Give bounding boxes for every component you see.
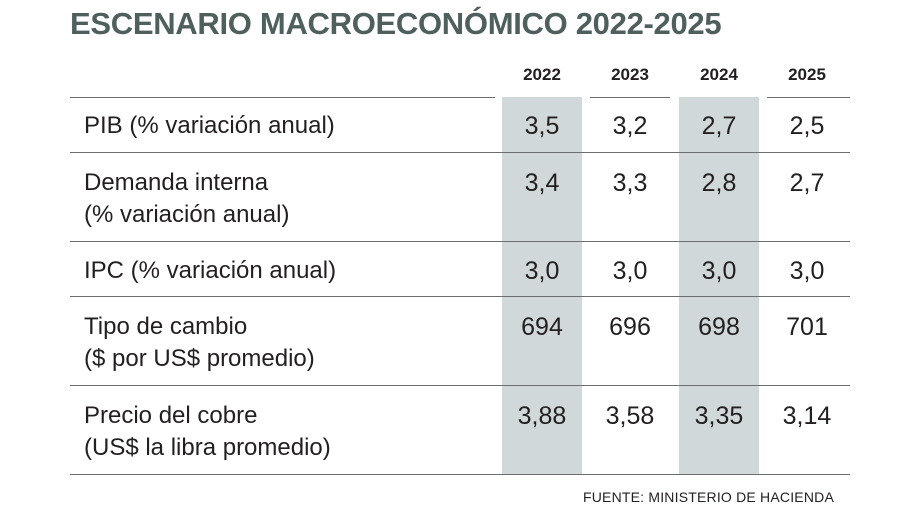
cell-pib-2022: 3,5	[524, 112, 560, 140]
row-label-line: Precio del cobre	[84, 402, 258, 429]
row-divider	[70, 296, 850, 297]
cell-cambio-2024: 698	[698, 313, 740, 341]
row-label-demanda-interna: Demanda interna (% variación anual)	[84, 167, 289, 231]
row-label-subline: ($ por US$ promedio)	[84, 345, 315, 372]
row-label-subline: (US$ la libra promedio)	[84, 434, 331, 461]
cell-cambio-2025: 701	[786, 313, 828, 341]
cell-cobre-2023: 3,58	[605, 402, 655, 430]
row-label-precio-cobre: Precio del cobre (US$ la libra promedio)	[84, 400, 331, 464]
header-rule-label	[70, 97, 495, 98]
cell-cobre-2024: 3,35	[694, 402, 744, 430]
cell-ipc-2022: 3,0	[524, 257, 560, 285]
cell-cobre-2025: 3,14	[782, 402, 832, 430]
row-divider	[70, 241, 850, 242]
row-label-line: Demanda interna	[84, 169, 269, 196]
cell-ipc-2023: 3,0	[612, 257, 648, 285]
year-header-2025: 2025	[788, 65, 826, 84]
source-note: FUENTE: MINISTERIO DE HACIENDA	[582, 489, 834, 505]
row-divider	[70, 152, 850, 153]
row-label-pib: PIB (% variación anual)	[84, 110, 335, 142]
cell-demanda-2022: 3,4	[524, 169, 560, 197]
header-rule-2023	[590, 97, 670, 98]
cell-pib-2024: 2,7	[701, 112, 737, 140]
row-label-line: PIB (% variación anual)	[84, 112, 335, 139]
table-title: ESCENARIO MACROECONÓMICO 2022-2025	[70, 6, 722, 41]
shaded-column-2024	[679, 97, 759, 475]
macro-table: 2022 2023 2024 2025 PIB (% variación anu…	[70, 55, 850, 475]
row-divider	[70, 385, 850, 386]
row-label-tipo-de-cambio: Tipo de cambio ($ por US$ promedio)	[84, 311, 315, 375]
year-header-2023: 2023	[611, 65, 649, 84]
shaded-column-2022	[502, 97, 582, 475]
cell-pib-2023: 3,2	[612, 112, 648, 140]
row-label-line: Tipo de cambio	[84, 313, 248, 340]
cell-demanda-2024: 2,8	[701, 169, 737, 197]
cell-cambio-2023: 696	[609, 313, 651, 341]
cell-demanda-2025: 2,7	[789, 169, 825, 197]
cell-demanda-2023: 3,3	[612, 169, 648, 197]
row-label-subline: (% variación anual)	[84, 201, 290, 228]
cell-cobre-2022: 3,88	[517, 402, 567, 430]
row-label-ipc: IPC (% variación anual)	[84, 255, 336, 287]
cell-ipc-2025: 3,0	[789, 257, 825, 285]
table-bottom-rule	[70, 474, 850, 475]
year-header-2022: 2022	[523, 65, 561, 84]
header-rule-2025	[767, 97, 850, 98]
cell-pib-2025: 2,5	[789, 112, 825, 140]
row-label-line: IPC (% variación anual)	[84, 257, 337, 284]
year-header-2024: 2024	[700, 65, 738, 84]
cell-cambio-2022: 694	[521, 313, 563, 341]
cell-ipc-2024: 3,0	[701, 257, 737, 285]
